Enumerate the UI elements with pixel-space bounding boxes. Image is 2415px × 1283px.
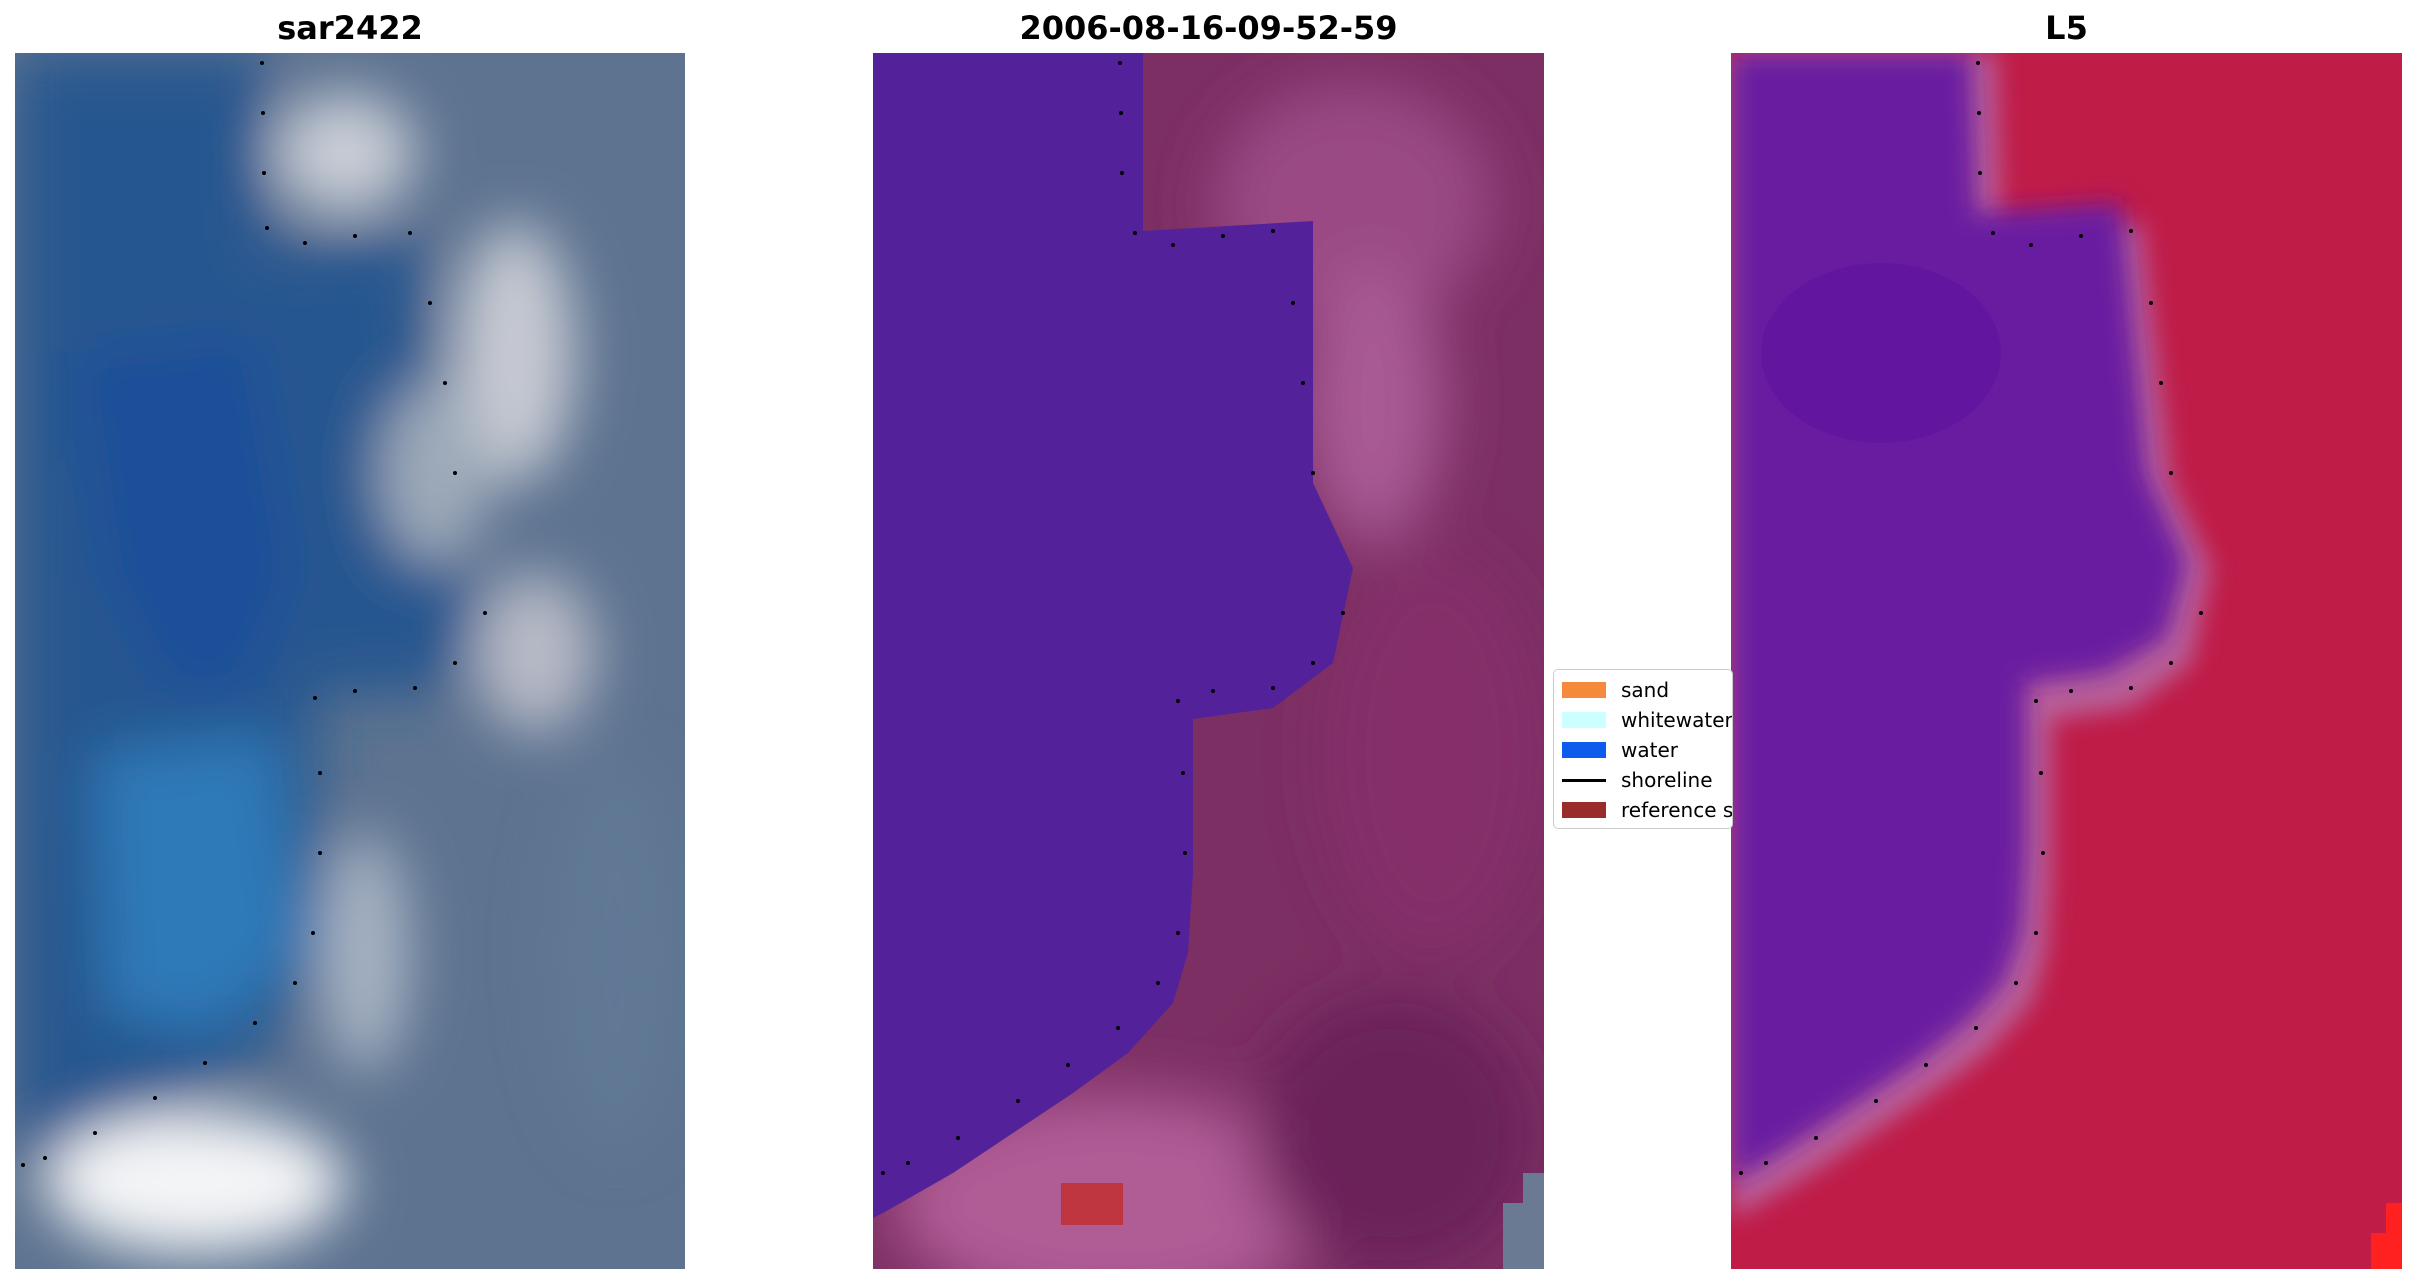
index-image-panel <box>1731 53 2402 1269</box>
legend-label-sand: sand <box>1621 678 1670 702</box>
panel-title-index: L5 <box>2045 9 2088 47</box>
legend-swatch-reference-buffer <box>1562 802 1606 818</box>
rgb-image-panel <box>15 53 685 1269</box>
water-class-region <box>873 53 1353 1218</box>
legend-label-whitewater: whitewater <box>1621 708 1733 732</box>
shoreline-dots <box>1739 61 2203 1175</box>
legend-swatch-sand <box>1562 682 1606 698</box>
legend-item-whitewater: whitewater <box>1554 707 1733 733</box>
legend-item-reference-buffer: reference shoreline buffer <box>1554 797 1733 823</box>
panel-title-classification: 2006-08-16-09-52-59 <box>1019 9 1398 47</box>
shoreline-dots <box>881 61 1345 1175</box>
shoreline-dots <box>21 61 487 1167</box>
legend-item-shoreline: shoreline <box>1554 767 1732 793</box>
reference-buffer-patch <box>1061 1183 1123 1225</box>
classified-image-panel <box>873 53 1544 1269</box>
legend-swatch-water <box>1562 742 1606 758</box>
legend-item-water: water <box>1554 737 1732 763</box>
legend-label-water: water <box>1621 738 1678 762</box>
legend-box: sand whitewater water shoreline referenc… <box>1553 669 1733 829</box>
legend-item-sand: sand <box>1554 677 1732 703</box>
panel-title-rgb: sar2422 <box>277 9 423 47</box>
legend-line-shoreline <box>1562 779 1606 782</box>
legend-label-shoreline: shoreline <box>1621 768 1713 792</box>
legend-swatch-whitewater <box>1562 712 1606 728</box>
legend-label-reference-buffer: reference shoreline buffer <box>1621 798 1733 822</box>
